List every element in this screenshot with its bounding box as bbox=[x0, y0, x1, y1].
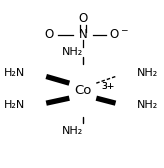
Text: H₂N: H₂N bbox=[3, 100, 25, 110]
Text: H₂N: H₂N bbox=[3, 68, 25, 78]
Text: Co: Co bbox=[74, 84, 92, 97]
Text: 3+: 3+ bbox=[101, 82, 114, 91]
Text: NH₂: NH₂ bbox=[137, 100, 158, 110]
Text: 3+: 3+ bbox=[101, 82, 114, 91]
Text: O: O bbox=[109, 28, 119, 41]
Text: O: O bbox=[45, 28, 54, 41]
Text: N: N bbox=[79, 28, 88, 41]
Text: −: − bbox=[120, 25, 128, 34]
Text: Co: Co bbox=[74, 84, 92, 97]
Text: NH₂: NH₂ bbox=[62, 47, 83, 56]
Text: O: O bbox=[79, 12, 88, 25]
Text: NH₂: NH₂ bbox=[62, 126, 83, 136]
Text: NH₂: NH₂ bbox=[137, 68, 158, 78]
